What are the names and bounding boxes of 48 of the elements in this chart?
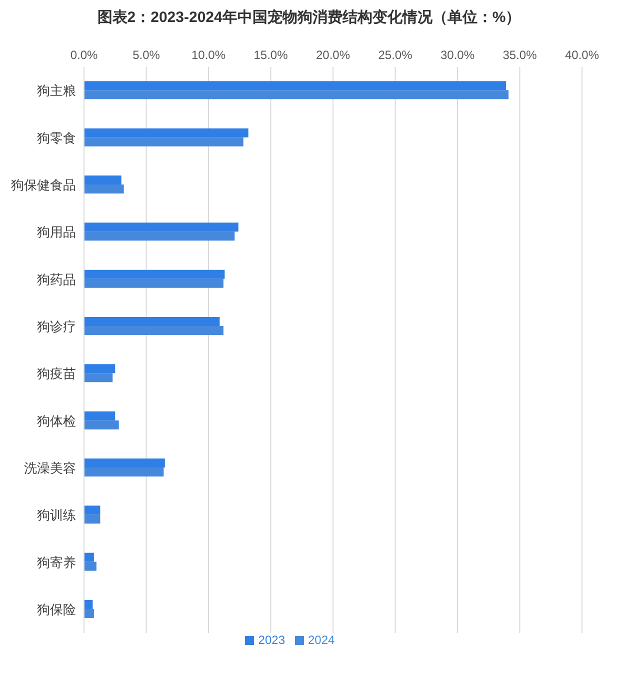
bar: [84, 514, 100, 524]
bar: [84, 232, 235, 241]
y-tick-label: 狗主粮: [37, 83, 76, 98]
y-tick-label: 狗寄养: [37, 554, 76, 570]
y-tick-label: 狗保险: [37, 602, 76, 618]
x-tick-label: 5.0%: [132, 48, 160, 62]
y-tick-label: 洗澡美容: [24, 460, 76, 476]
bar: [84, 506, 100, 515]
chart-title: 图表2：2023-2024年中国宠物狗消费结构变化情况（单位：%）: [96, 8, 522, 27]
x-tick-label: 20.0%: [316, 48, 350, 62]
bar: [84, 373, 113, 382]
legend-label: 2024: [308, 633, 335, 647]
bar: [84, 81, 506, 90]
x-tick-label: 0.0%: [70, 48, 98, 62]
legend-label: 2023: [258, 633, 285, 647]
bar: [84, 137, 244, 146]
y-tick-label: 狗零食: [37, 130, 76, 146]
bar: [84, 278, 224, 288]
bar: [84, 364, 116, 374]
bar: [84, 458, 165, 468]
bar: [84, 600, 93, 609]
bar: [84, 326, 224, 335]
y-tick-label: 狗体检: [37, 413, 76, 428]
bar: [84, 316, 220, 326]
bar: [84, 420, 119, 430]
y-tick-label: 狗疫苗: [37, 366, 76, 382]
x-tick-label: 40.0%: [564, 48, 600, 62]
x-tick-label: 10.0%: [191, 48, 226, 62]
y-tick-label: 狗训练: [37, 508, 76, 523]
bar: [84, 90, 509, 100]
y-tick-label: 狗用品: [37, 224, 76, 240]
y-tick-label: 狗药品: [37, 272, 76, 287]
x-tick-label: 35.0%: [502, 48, 538, 62]
y-tick-label: 狗保健食品: [11, 178, 76, 193]
bar: [84, 562, 96, 571]
bar: [84, 175, 122, 184]
bar: [84, 270, 225, 279]
x-tick-label: 30.0%: [440, 48, 475, 62]
bar: [84, 184, 124, 194]
y-tick-label: 狗诊疗: [37, 319, 76, 334]
bar: [84, 552, 94, 562]
bar: [84, 222, 238, 232]
x-tick-label: 25.0%: [378, 48, 413, 62]
bar: [84, 608, 94, 618]
bar: [84, 411, 116, 420]
bar: [84, 467, 164, 476]
x-tick-label: 15.0%: [254, 48, 288, 62]
bar: [84, 128, 248, 138]
